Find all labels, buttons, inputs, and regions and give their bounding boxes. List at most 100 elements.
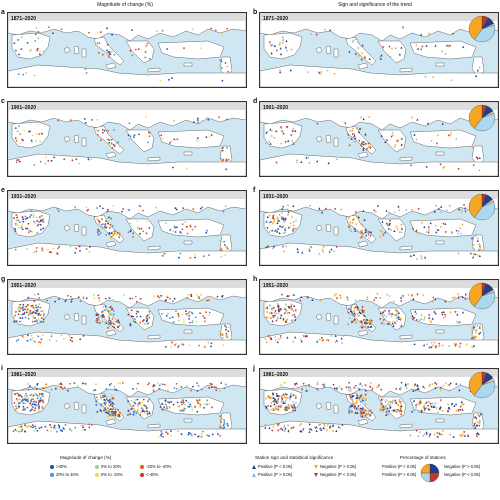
station-trend-marker bbox=[370, 322, 373, 325]
station-trend-marker bbox=[292, 210, 295, 213]
station-dot bbox=[142, 209, 144, 212]
station-trend-marker bbox=[393, 314, 396, 317]
station-dot bbox=[172, 300, 174, 303]
station-dot bbox=[79, 338, 82, 341]
station-dot bbox=[105, 389, 108, 391]
station-trend-marker bbox=[358, 397, 361, 400]
station-trend-marker bbox=[290, 215, 294, 218]
station-trend-marker bbox=[470, 336, 474, 340]
pie-slice bbox=[474, 113, 496, 132]
station-dot bbox=[70, 300, 73, 303]
station-dot bbox=[188, 321, 191, 324]
station-trend-marker bbox=[335, 157, 339, 161]
station-dot bbox=[197, 435, 199, 438]
station-dot bbox=[78, 245, 81, 248]
station-dot bbox=[42, 50, 45, 52]
station-dot bbox=[16, 215, 19, 217]
station-trend-marker bbox=[360, 309, 364, 312]
station-dot bbox=[194, 256, 196, 259]
station-dot bbox=[44, 162, 47, 165]
station-trend-marker bbox=[415, 229, 418, 232]
station-trend-marker bbox=[316, 382, 319, 385]
station-trend-marker bbox=[274, 406, 277, 409]
station-trend-marker bbox=[382, 409, 385, 412]
station-dot bbox=[14, 314, 16, 317]
station-dot bbox=[42, 315, 45, 317]
station-dot bbox=[114, 324, 117, 326]
station-dot bbox=[161, 432, 164, 435]
station-trend-marker bbox=[476, 431, 479, 435]
station-dot bbox=[103, 395, 106, 397]
station-dot bbox=[55, 340, 58, 342]
station-trend-marker bbox=[349, 405, 352, 408]
station-trend-marker bbox=[428, 314, 431, 317]
station-trend-marker bbox=[273, 408, 276, 412]
station-dot bbox=[139, 205, 142, 208]
station-dot bbox=[201, 119, 204, 122]
station-dot bbox=[200, 433, 203, 436]
station-dot bbox=[118, 321, 120, 324]
station-dot bbox=[108, 319, 111, 321]
station-dot bbox=[135, 412, 138, 415]
station-trend-marker bbox=[434, 312, 437, 315]
station-trend-marker bbox=[413, 342, 416, 346]
station-trend-marker bbox=[398, 316, 401, 319]
station-dot bbox=[161, 255, 164, 257]
station-trend-marker bbox=[386, 53, 389, 56]
station-dot bbox=[95, 404, 98, 406]
station-trend-marker bbox=[353, 314, 356, 317]
station-dot bbox=[14, 224, 17, 226]
legend-label: Negative (P < 0.05) bbox=[320, 472, 357, 477]
station-dot bbox=[184, 221, 187, 224]
station-trend-marker bbox=[453, 296, 456, 299]
station-trend-marker bbox=[300, 430, 303, 433]
station-trend-marker bbox=[454, 344, 457, 348]
station-trend-marker bbox=[359, 411, 363, 414]
station-trend-marker bbox=[278, 41, 282, 44]
station-trend-marker bbox=[279, 71, 282, 74]
station-dot bbox=[39, 140, 42, 143]
station-dot bbox=[39, 53, 41, 56]
station-dot bbox=[42, 318, 45, 321]
station-dot bbox=[142, 230, 145, 233]
station-trend-marker bbox=[268, 41, 271, 44]
station-dot bbox=[136, 410, 139, 413]
station-trend-marker bbox=[279, 335, 282, 338]
station-trend-marker bbox=[369, 234, 372, 238]
station-dot bbox=[53, 425, 56, 428]
station-dot bbox=[43, 387, 45, 390]
station-trend-marker bbox=[285, 308, 288, 312]
station-trend-marker bbox=[364, 393, 367, 397]
station-dot bbox=[15, 405, 17, 407]
station-trend-marker bbox=[364, 321, 367, 324]
station-dot bbox=[148, 398, 151, 401]
station-dot bbox=[143, 411, 146, 414]
station-trend-marker bbox=[379, 318, 382, 321]
station-trend-marker bbox=[416, 118, 419, 121]
station-trend-marker bbox=[286, 318, 289, 321]
station-dot bbox=[146, 410, 148, 413]
station-dot bbox=[97, 233, 100, 235]
station-trend-marker bbox=[415, 312, 418, 315]
station-dot bbox=[186, 232, 189, 235]
station-trend-marker bbox=[478, 419, 481, 422]
station-trend-marker bbox=[294, 309, 297, 312]
station-trend-marker bbox=[282, 319, 285, 323]
station-dot bbox=[198, 344, 201, 347]
station-trend-marker bbox=[423, 432, 426, 436]
station-trend-marker bbox=[388, 311, 391, 315]
station-dot bbox=[108, 384, 111, 386]
station-trend-marker bbox=[355, 399, 358, 402]
station-trend-marker bbox=[434, 386, 437, 389]
station-dot bbox=[180, 386, 183, 388]
station-dot bbox=[201, 299, 204, 302]
station-trend-marker bbox=[353, 134, 356, 137]
station-trend-marker bbox=[280, 142, 283, 146]
station-dot bbox=[177, 312, 180, 315]
station-dot bbox=[222, 424, 225, 427]
station-trend-marker bbox=[475, 74, 478, 77]
station-trend-marker bbox=[272, 307, 275, 310]
station-trend-marker bbox=[415, 429, 418, 433]
station-dot bbox=[110, 237, 112, 240]
station-dot bbox=[161, 383, 164, 386]
